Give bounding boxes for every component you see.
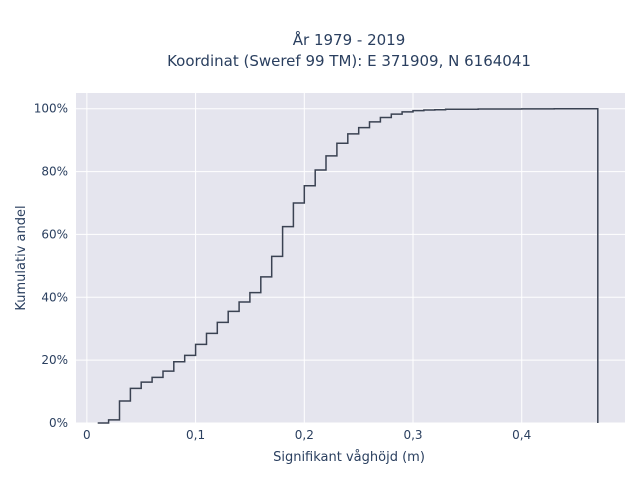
y-axis-title: Kumulativ andel	[14, 205, 29, 310]
x-tick-label: 0,3	[403, 428, 422, 442]
chart-subtitle: Koordinat (Sweref 99 TM): E 371909, N 61…	[167, 52, 531, 70]
x-tick-label: 0	[83, 428, 91, 442]
y-tick-label: 100%	[34, 102, 68, 116]
y-tick-label: 40%	[41, 290, 68, 304]
chart-title: År 1979 - 2019	[293, 30, 406, 49]
plot-area	[76, 93, 625, 423]
y-tick-label: 80%	[41, 165, 68, 179]
y-tick-label: 60%	[41, 227, 68, 241]
x-tick-label: 0,1	[186, 428, 205, 442]
y-axis-ticks: 0% 20% 40% 60% 80% 100%	[34, 102, 68, 430]
y-tick-label: 0%	[49, 416, 68, 430]
x-tick-label: 0,4	[512, 428, 531, 442]
x-axis-title: Signifikant våghöjd (m)	[273, 450, 425, 465]
grid-lines	[76, 93, 625, 424]
x-tick-label: 0,2	[295, 428, 314, 442]
y-tick-label: 20%	[41, 353, 68, 367]
x-axis-ticks: 0 0,1 0,2 0,3 0,4	[83, 428, 531, 442]
cdf-series-line	[97, 107, 599, 424]
